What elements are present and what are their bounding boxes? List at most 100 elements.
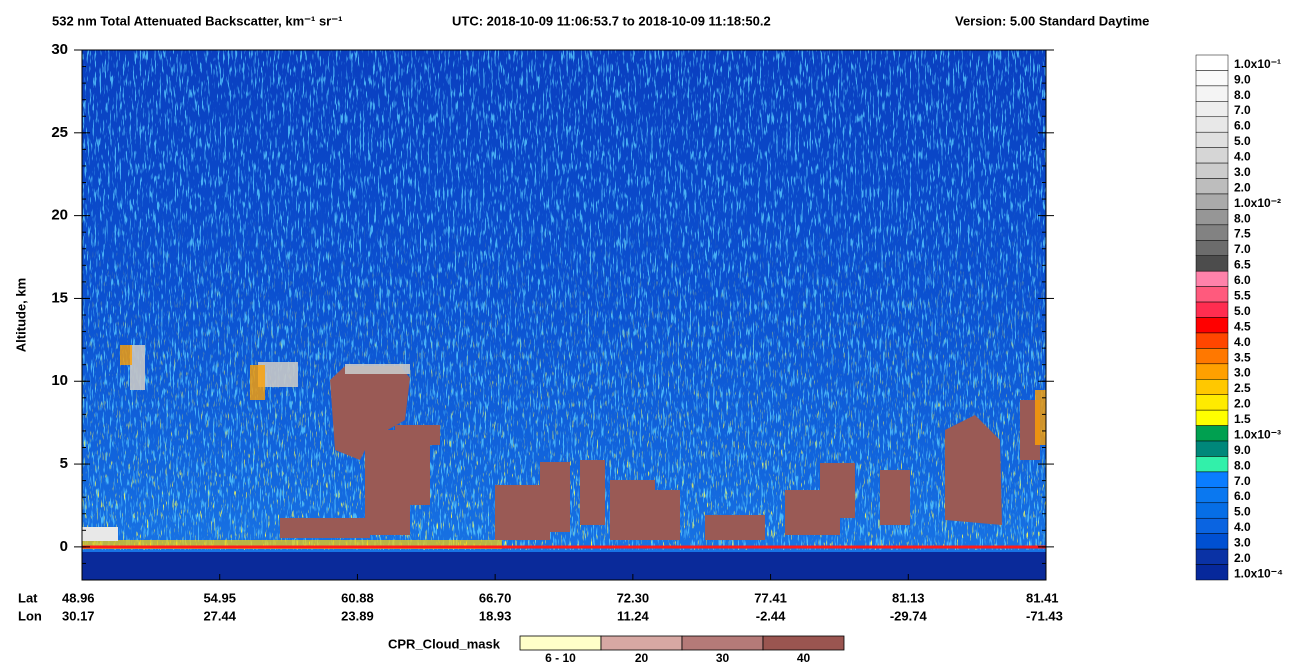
x-tick-label: 77.41 (754, 590, 787, 605)
colorbar-label: 4.5 (1234, 319, 1251, 333)
colorbar-swatch (1195, 425, 1229, 442)
colorbar-label: 5.5 (1234, 289, 1251, 303)
legend-swatch (600, 635, 683, 651)
x-tick-label: -2.44 (756, 608, 786, 623)
x-tick-label: -71.43 (1026, 608, 1063, 623)
x-tick-label: -29.74 (890, 608, 928, 623)
version: Version: 5.00 Standard Daytime (955, 13, 1149, 28)
colorbar-swatch (1195, 131, 1229, 148)
colorbar-swatch (1195, 116, 1229, 133)
legend-label: 6 - 10 (545, 651, 576, 665)
colorbar-swatch (1195, 517, 1229, 534)
colorbar-label: 3.0 (1234, 366, 1251, 380)
curtain-image (82, 50, 1046, 580)
x-tick-label: 27.44 (203, 608, 236, 623)
colorbar-label: 6.0 (1234, 119, 1251, 133)
colorbar-label: 3.0 (1234, 536, 1251, 550)
colorbar-label: 2.0 (1234, 397, 1251, 411)
colorbar-label: 5.0 (1234, 134, 1251, 148)
legend-title: CPR_Cloud_mask (388, 636, 501, 651)
colorbar-swatch (1195, 471, 1229, 488)
colorbar-label: 9.0 (1234, 443, 1251, 457)
colorbar-label: 4.0 (1234, 335, 1251, 349)
colorbar-swatch (1195, 193, 1229, 210)
colorbar-label: 7.0 (1234, 242, 1251, 256)
colorbar-swatch (1195, 301, 1229, 318)
colorbar-swatch (1195, 101, 1229, 118)
colorbar-swatch (1195, 394, 1229, 411)
x-tick-label: 54.95 (203, 590, 236, 605)
colorbar-swatch (1195, 162, 1229, 179)
chart-title: 532 nm Total Attenuated Backscatter, km⁻… (52, 13, 342, 28)
y-tick-label: 10 (51, 372, 68, 389)
colorbar-swatch (1195, 286, 1229, 303)
colorbar-label: 7.0 (1234, 474, 1251, 488)
colorbar-label: 1.0x10⁻¹ (1234, 57, 1281, 71)
y-axis-label: Altitude, km (13, 278, 28, 352)
colorbar-swatch (1195, 332, 1229, 349)
colorbar-swatch (1195, 533, 1229, 550)
legend-swatch (519, 635, 602, 651)
colorbar-label: 3.5 (1234, 350, 1251, 364)
x-row-name: Lat (18, 590, 38, 605)
x-tick-label: 81.13 (892, 590, 925, 605)
colorbar-swatch (1195, 270, 1229, 287)
colorbar-swatch (1195, 348, 1229, 365)
colorbar-swatch (1195, 548, 1229, 565)
colorbar-swatch (1195, 85, 1229, 102)
colorbar-label: 9.0 (1234, 72, 1251, 86)
colorbar-label: 6.5 (1234, 258, 1251, 272)
colorbar-label: 3.0 (1234, 165, 1251, 179)
colorbar-swatch (1195, 363, 1229, 380)
colorbar-swatch (1195, 379, 1229, 395)
y-tick-label: 15 (51, 289, 68, 306)
legend-label: 40 (797, 651, 811, 665)
legend-swatch (762, 635, 845, 651)
colorbar-label: 4.0 (1234, 520, 1251, 534)
colorbar-label: 2.0 (1234, 180, 1251, 194)
colorbar-swatch (1195, 317, 1229, 334)
x-tick-label: 18.93 (479, 608, 512, 623)
colorbar-label: 4.0 (1234, 150, 1251, 164)
colorbar-swatch (1195, 487, 1229, 504)
colorbar-label: 1.0x10⁻³ (1234, 427, 1281, 441)
time-range: UTC: 2018-10-09 11:06:53.7 to 2018-10-09… (452, 13, 771, 28)
x-row-name: Lon (18, 608, 42, 623)
x-tick-label: 11.24 (617, 608, 650, 623)
colorbar-swatch (1195, 224, 1229, 241)
x-tick-label: 23.89 (341, 608, 374, 623)
colorbar-swatch (1195, 255, 1229, 272)
y-tick-label: 25 (51, 124, 68, 141)
colorbar-label: 8.0 (1234, 458, 1251, 472)
colorbar-swatch (1195, 54, 1229, 71)
colorbar-label: 6.0 (1234, 273, 1251, 287)
colorbar-label: 1.5 (1234, 412, 1251, 426)
x-tick-label: 48.96 (62, 590, 95, 605)
colorbar-swatch (1195, 147, 1229, 164)
colorbar-label: 2.0 (1234, 551, 1251, 565)
colorbar-swatch (1195, 178, 1229, 195)
colorbar-swatch (1195, 240, 1229, 256)
y-tick-label: 20 (51, 207, 68, 224)
y-tick-label: 5 (60, 455, 68, 472)
x-tick-label: 81.41 (1026, 590, 1059, 605)
y-tick-label: 0 (60, 538, 68, 555)
colorbar-swatch (1195, 440, 1229, 457)
colorbar-label: 5.0 (1234, 505, 1251, 519)
colorbar-label: 7.5 (1234, 227, 1251, 241)
legend-label: 30 (716, 651, 730, 665)
legend-swatch (681, 635, 764, 651)
colorbar-label: 5.0 (1234, 304, 1251, 318)
colorbar-swatch (1195, 564, 1229, 581)
legend-label: 20 (635, 651, 649, 665)
colorbar-swatch (1195, 502, 1229, 519)
y-tick-label: 30 (51, 41, 68, 58)
colorbar-swatch (1195, 409, 1229, 426)
x-tick-label: 66.70 (479, 590, 512, 605)
colorbar-label: 2.5 (1234, 381, 1251, 395)
colorbar-label: 7.0 (1234, 103, 1251, 117)
x-tick-label: 60.88 (341, 590, 374, 605)
colorbar-label: 6.0 (1234, 489, 1251, 503)
colorbar-swatch (1195, 209, 1229, 226)
